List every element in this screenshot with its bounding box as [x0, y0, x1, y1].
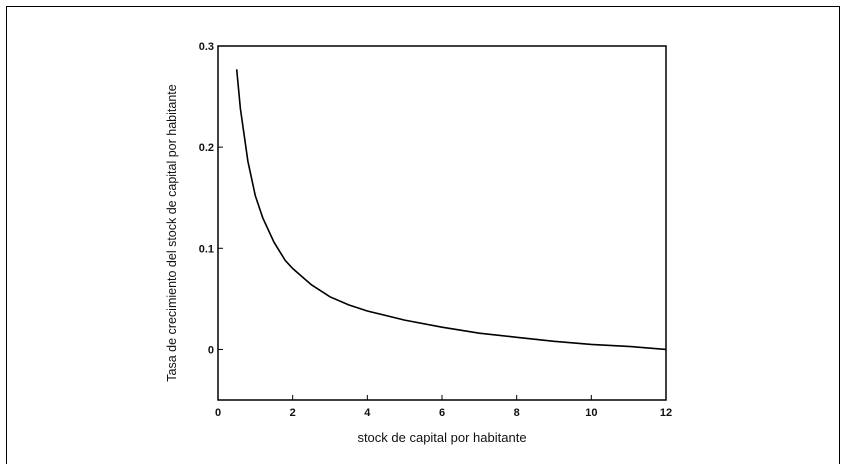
series-line	[237, 69, 666, 349]
x-axis-ticks: 0 2 4 6 8 10 12	[215, 395, 672, 419]
x-tick-label: 12	[660, 407, 672, 419]
y-tick-label: 0.1	[199, 243, 214, 255]
x-tick-label: 8	[514, 407, 520, 419]
x-tick-label: 10	[585, 407, 597, 419]
y-tick-label: 0	[208, 344, 214, 356]
plot-area	[218, 46, 666, 400]
y-tick-label: 0.3	[199, 41, 214, 53]
x-tick-label: 0	[215, 407, 221, 419]
y-axis-ticks: 0 0.1 0.2 0.3	[199, 41, 223, 356]
x-tick-label: 2	[290, 407, 296, 419]
y-axis-label: Tasa de crecimiento del stock de capital…	[165, 84, 179, 381]
x-tick-label: 6	[439, 407, 445, 419]
x-tick-label: 4	[364, 407, 371, 419]
y-tick-label: 0.2	[199, 142, 214, 154]
x-axis-label: stock de capital por habitante	[357, 430, 526, 445]
